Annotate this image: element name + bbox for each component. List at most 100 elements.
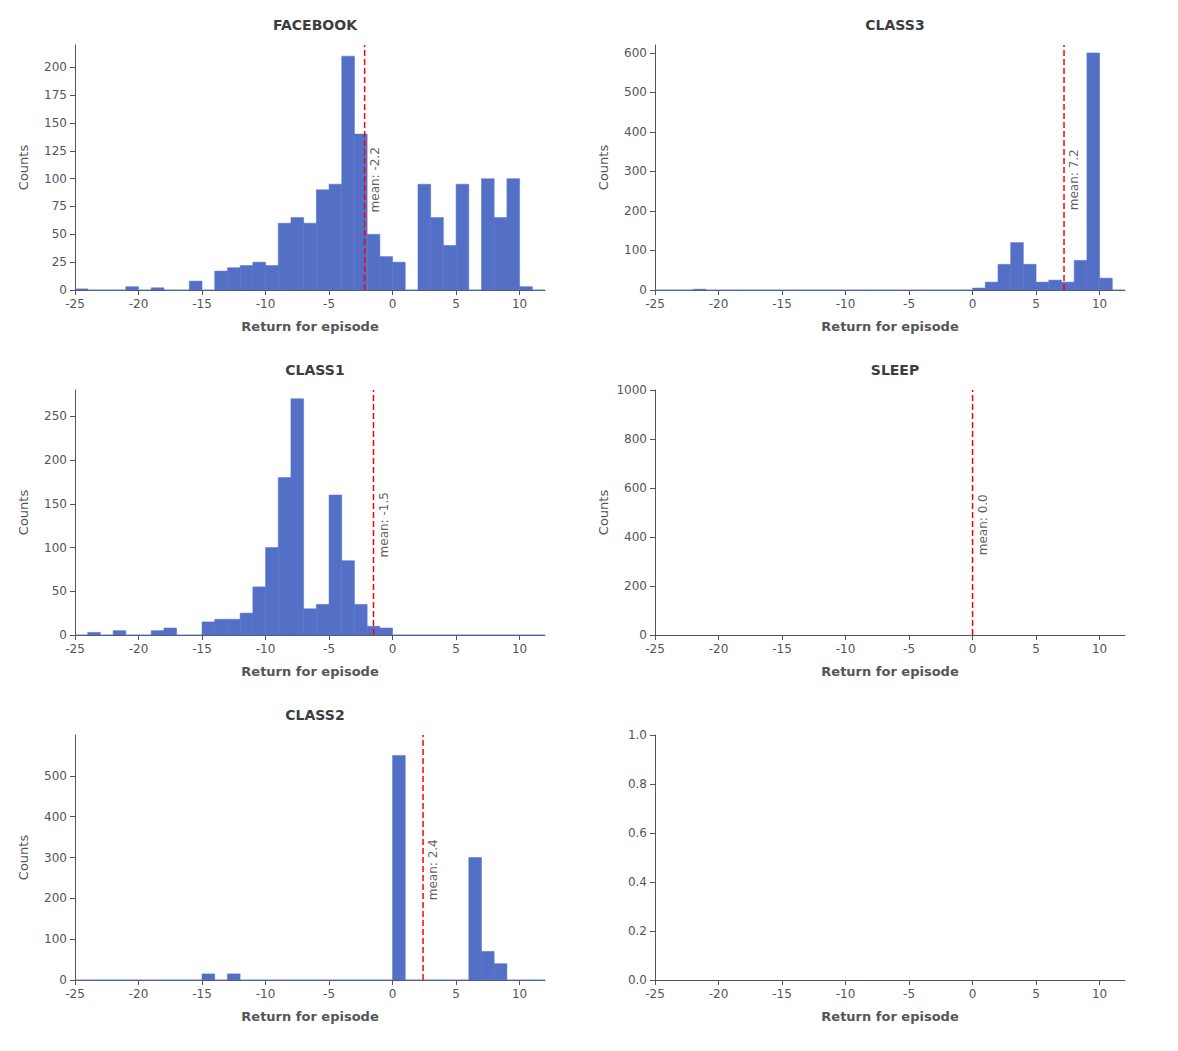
svg-text:-20: -20 [129, 297, 149, 311]
svg-text:5: 5 [1032, 297, 1040, 311]
svg-text:-15: -15 [192, 642, 212, 656]
svg-text:0: 0 [389, 642, 397, 656]
svg-text:10: 10 [1092, 297, 1107, 311]
svg-text:5: 5 [452, 297, 460, 311]
svg-text:5: 5 [452, 642, 460, 656]
svg-text:100: 100 [624, 243, 647, 257]
svg-text:0.4: 0.4 [628, 875, 647, 889]
svg-text:-20: -20 [709, 297, 729, 311]
svg-text:300: 300 [44, 851, 67, 865]
svg-text:Return for episode: Return for episode [241, 1009, 379, 1024]
svg-text:200: 200 [44, 453, 67, 467]
svg-text:-5: -5 [903, 642, 915, 656]
svg-text:10: 10 [512, 642, 527, 656]
svg-text:Counts: Counts [16, 835, 31, 881]
svg-text:100: 100 [44, 172, 67, 186]
svg-text:1000: 1000 [616, 383, 647, 397]
svg-text:-25: -25 [65, 297, 85, 311]
svg-text:800: 800 [624, 432, 647, 446]
svg-text:-25: -25 [65, 642, 85, 656]
svg-text:0: 0 [59, 628, 67, 642]
svg-text:0: 0 [969, 987, 977, 1001]
svg-text:Counts: Counts [596, 490, 611, 536]
svg-text:400: 400 [624, 125, 647, 139]
svg-text:0: 0 [389, 297, 397, 311]
svg-text:-15: -15 [772, 987, 792, 1001]
svg-text:-10: -10 [836, 642, 856, 656]
svg-text:0.8: 0.8 [628, 777, 647, 791]
svg-text:0.6: 0.6 [628, 826, 647, 840]
svg-text:0: 0 [59, 283, 67, 297]
svg-text:-5: -5 [323, 297, 335, 311]
svg-text:Counts: Counts [596, 145, 611, 191]
svg-text:mean: -1.5: mean: -1.5 [377, 492, 391, 557]
svg-text:-20: -20 [129, 642, 149, 656]
svg-text:mean: 7.2: mean: 7.2 [1067, 149, 1081, 210]
svg-text:-15: -15 [192, 987, 212, 1001]
svg-text:-5: -5 [323, 987, 335, 1001]
svg-text:Return for episode: Return for episode [821, 1009, 959, 1024]
svg-text:0: 0 [389, 987, 397, 1001]
svg-text:-15: -15 [772, 297, 792, 311]
svg-text:SLEEP: SLEEP [871, 362, 919, 378]
svg-text:200: 200 [624, 204, 647, 218]
svg-text:0: 0 [969, 642, 977, 656]
svg-text:100: 100 [44, 932, 67, 946]
svg-text:mean: -2.2: mean: -2.2 [368, 147, 382, 212]
svg-text:200: 200 [44, 891, 67, 905]
svg-text:100: 100 [44, 541, 67, 555]
svg-text:125: 125 [44, 144, 67, 158]
svg-text:CLASS3: CLASS3 [865, 17, 924, 33]
svg-text:-20: -20 [709, 642, 729, 656]
svg-text:150: 150 [44, 497, 67, 511]
svg-text:-10: -10 [836, 987, 856, 1001]
svg-text:10: 10 [1092, 987, 1107, 1001]
svg-text:FACEBOOK: FACEBOOK [273, 17, 358, 33]
svg-text:-25: -25 [645, 987, 665, 1001]
svg-text:Counts: Counts [16, 145, 31, 191]
svg-text:1.0: 1.0 [628, 728, 647, 742]
svg-text:-25: -25 [65, 987, 85, 1001]
svg-text:500: 500 [44, 769, 67, 783]
svg-text:150: 150 [44, 116, 67, 130]
svg-text:-15: -15 [192, 297, 212, 311]
svg-text:mean: 2.4: mean: 2.4 [426, 839, 440, 900]
svg-text:-5: -5 [903, 987, 915, 1001]
svg-text:600: 600 [624, 481, 647, 495]
svg-text:175: 175 [44, 88, 67, 102]
svg-text:200: 200 [624, 579, 647, 593]
svg-text:400: 400 [624, 530, 647, 544]
svg-text:-20: -20 [709, 987, 729, 1001]
svg-text:25: 25 [52, 255, 67, 269]
svg-text:mean: 0.0: mean: 0.0 [976, 494, 990, 555]
svg-text:Counts: Counts [16, 490, 31, 536]
svg-text:600: 600 [624, 46, 647, 60]
svg-text:-10: -10 [256, 642, 276, 656]
svg-text:0: 0 [969, 297, 977, 311]
svg-text:5: 5 [452, 987, 460, 1001]
svg-text:-5: -5 [323, 642, 335, 656]
svg-text:Return for episode: Return for episode [821, 664, 959, 679]
svg-text:Return for episode: Return for episode [241, 319, 379, 334]
svg-text:-10: -10 [256, 297, 276, 311]
svg-text:Return for episode: Return for episode [241, 664, 379, 679]
svg-text:75: 75 [52, 199, 67, 213]
svg-text:400: 400 [44, 810, 67, 824]
svg-text:Return for episode: Return for episode [821, 319, 959, 334]
svg-text:0.0: 0.0 [628, 973, 647, 987]
svg-text:250: 250 [44, 409, 67, 423]
svg-text:-10: -10 [256, 987, 276, 1001]
svg-text:-20: -20 [129, 987, 149, 1001]
svg-text:-5: -5 [903, 297, 915, 311]
svg-text:200: 200 [44, 60, 67, 74]
svg-text:0: 0 [639, 283, 647, 297]
svg-text:-25: -25 [645, 642, 665, 656]
svg-text:-25: -25 [645, 297, 665, 311]
svg-text:-15: -15 [772, 642, 792, 656]
svg-text:0: 0 [59, 973, 67, 987]
svg-text:CLASS2: CLASS2 [285, 707, 344, 723]
svg-text:10: 10 [1092, 642, 1107, 656]
svg-text:50: 50 [52, 227, 67, 241]
svg-text:0.2: 0.2 [628, 924, 647, 938]
svg-text:5: 5 [1032, 987, 1040, 1001]
